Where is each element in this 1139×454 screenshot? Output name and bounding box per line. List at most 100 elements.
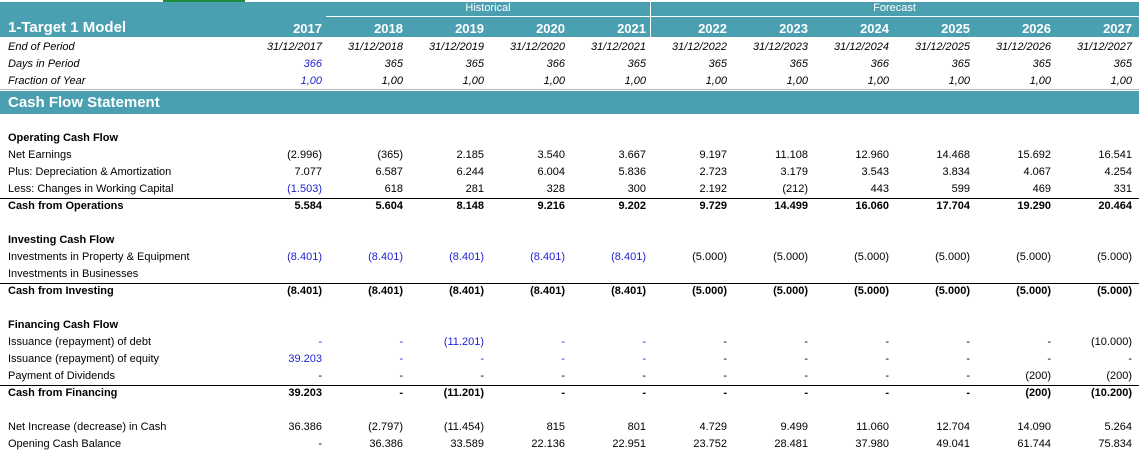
row-value: 9.499 — [780, 421, 808, 433]
row-value: 9.197 — [699, 149, 727, 161]
row-value: 14.499 — [774, 200, 808, 212]
section-title: Cash Flow Statement — [8, 94, 160, 111]
row-value: (10.000) — [1091, 336, 1132, 348]
row-value: (2.996) — [287, 149, 322, 161]
row-value: - — [642, 353, 646, 365]
row-label: Cash from Financing — [8, 387, 118, 399]
row-value: 19.290 — [1017, 200, 1051, 212]
row-value: (212) — [782, 183, 808, 195]
row-label: Payment of Dividends — [8, 370, 115, 382]
row-value: (8.401) — [287, 251, 322, 263]
row-value: - — [1047, 336, 1051, 348]
row-value: 11.108 — [775, 149, 808, 161]
row-value: 5.264 — [1104, 421, 1132, 433]
row-value: 22.136 — [531, 438, 565, 450]
row-value: - — [966, 387, 970, 399]
period-value: 1,00 — [948, 75, 970, 87]
row-value: 28.481 — [774, 438, 808, 450]
row-value: 75.834 — [1098, 438, 1132, 450]
row-value: 22.951 — [612, 438, 646, 450]
row-value: - — [723, 387, 727, 399]
row-value: (11.454) — [443, 421, 484, 433]
group-divider — [326, 16, 1139, 17]
year-header: 2020 — [536, 21, 565, 36]
row-label: Less: Changes in Working Capital — [8, 183, 174, 195]
row-value: 15.692 — [1017, 149, 1051, 161]
row-value: 16.060 — [855, 200, 889, 212]
row-value: 4.067 — [1023, 166, 1051, 178]
row-value: - — [561, 387, 565, 399]
row-label: Cash from Operations — [8, 200, 124, 212]
row-value: 469 — [1032, 183, 1051, 195]
divider — [0, 89, 1139, 90]
row-value: - — [642, 387, 646, 399]
period-value: 366 — [870, 58, 889, 70]
row-value: (11.201) — [443, 387, 484, 399]
row-value: - — [966, 336, 970, 348]
row-value: 3.834 — [942, 166, 970, 178]
row-value: 16.541 — [1098, 149, 1132, 161]
year-header: 2022 — [698, 21, 727, 36]
period-value: 365 — [627, 58, 646, 70]
row-label: Operating Cash Flow — [8, 132, 119, 144]
active-cell-indicator — [163, 0, 245, 2]
period-value: 365 — [951, 58, 970, 70]
row-value: (5.000) — [773, 285, 808, 297]
row-value: 9.202 — [618, 200, 646, 212]
row-value: - — [561, 336, 565, 348]
row-value: - — [480, 370, 484, 382]
row-value: 4.729 — [699, 421, 727, 433]
row-value: (8.401) — [449, 251, 484, 263]
row-value: 443 — [870, 183, 889, 195]
row-value: (200) — [1025, 387, 1051, 399]
row-value: 618 — [384, 183, 403, 195]
row-value: 331 — [1113, 183, 1132, 195]
row-value: - — [804, 370, 808, 382]
row-value: (5.000) — [1097, 285, 1132, 297]
row-value: 2.723 — [699, 166, 727, 178]
row-value: (200) — [1106, 370, 1132, 382]
row-value: 37.980 — [855, 438, 889, 450]
row-value: 11.060 — [856, 421, 889, 433]
row-value: (11.201) — [443, 336, 484, 348]
row-label: Net Increase (decrease) in Cash — [8, 421, 167, 433]
period-value: 31/12/2017 — [266, 41, 322, 53]
row-label: Investments in Businesses — [8, 268, 139, 280]
year-header: 2027 — [1103, 21, 1132, 36]
row-value: (5.000) — [692, 285, 727, 297]
row-value: - — [804, 353, 808, 365]
row-label: Financing Cash Flow — [8, 319, 119, 331]
period-value: 365 — [1113, 58, 1132, 70]
row-value: 801 — [627, 421, 646, 433]
row-value: (5.000) — [1016, 251, 1051, 263]
period-value: 31/12/2018 — [347, 41, 403, 53]
row-value: - — [399, 336, 403, 348]
row-value: 6.244 — [456, 166, 484, 178]
row-value: 12.960 — [855, 149, 889, 161]
period-value: 31/12/2027 — [1076, 41, 1132, 53]
row-value: 20.464 — [1098, 200, 1132, 212]
period-value: 366 — [303, 58, 322, 70]
period-value: 31/12/2023 — [752, 41, 808, 53]
row-value: (8.401) — [530, 251, 565, 263]
row-value: - — [561, 370, 565, 382]
total-rule — [0, 198, 1139, 199]
row-value: (8.401) — [368, 251, 403, 263]
row-value: 8.148 — [456, 200, 484, 212]
period-value: 31/12/2026 — [995, 41, 1051, 53]
period-label: Fraction of Year — [8, 75, 86, 87]
row-value: 61.744 — [1017, 438, 1051, 450]
row-value: - — [318, 370, 322, 382]
row-value: 5.604 — [375, 200, 403, 212]
row-value: - — [1047, 353, 1051, 365]
period-value: 365 — [384, 58, 403, 70]
group-separator — [650, 2, 651, 37]
total-rule — [0, 385, 1139, 386]
row-label: Opening Cash Balance — [8, 438, 122, 450]
period-label: End of Period — [8, 41, 75, 53]
row-value: 36.386 — [288, 421, 322, 433]
row-label: Net Earnings — [8, 149, 72, 161]
period-value: 1,00 — [867, 75, 889, 87]
period-value: 365 — [465, 58, 484, 70]
row-value: (10.200) — [1091, 387, 1132, 399]
